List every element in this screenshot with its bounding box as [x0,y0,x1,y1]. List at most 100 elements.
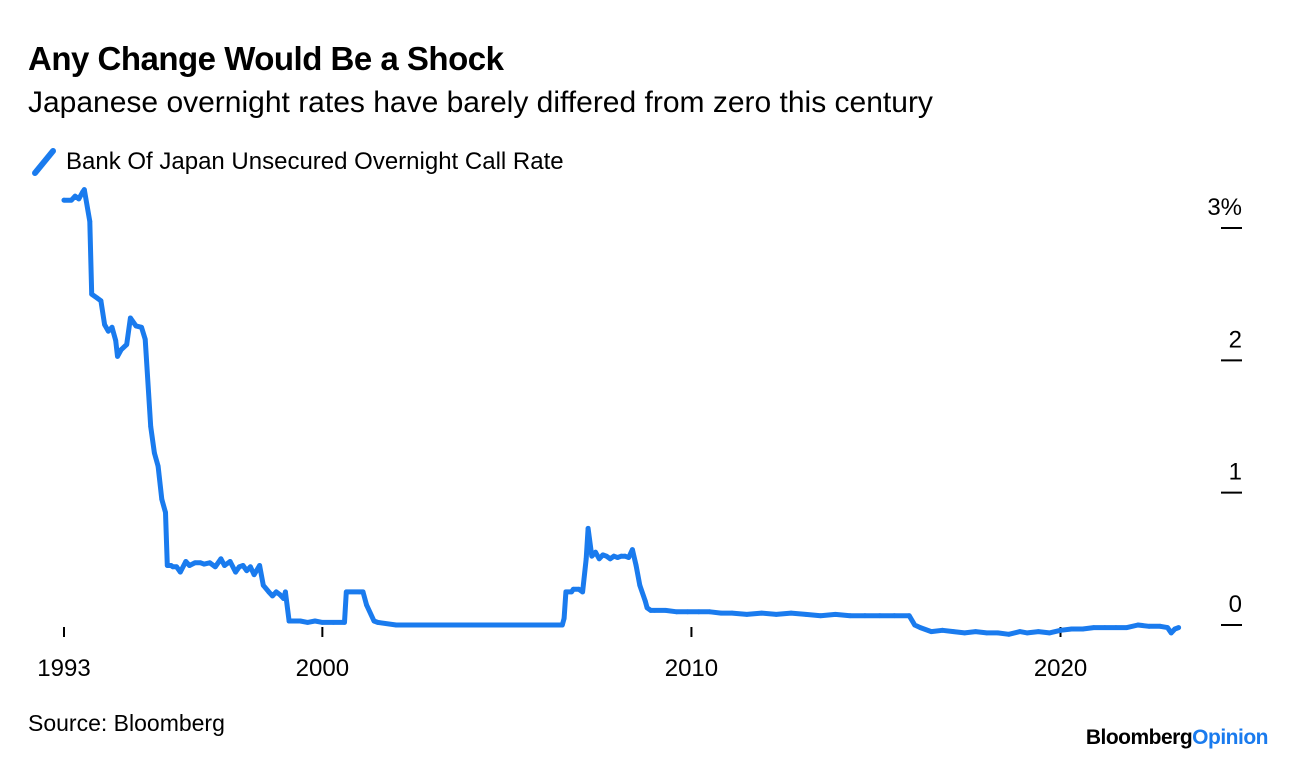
data-point [1168,630,1174,636]
data-point [589,553,595,559]
data-point [320,620,325,625]
data-point [622,553,628,559]
data-point [630,547,635,552]
data-point [152,450,157,456]
legend-line-icon [32,148,56,176]
chart-subtitle: Japanese overnight rates have barely dif… [28,86,933,119]
data-point [174,564,180,570]
data-point [995,630,1001,636]
y-axis: 3% 2 1 0 [1207,194,1242,626]
data-point [847,613,853,619]
data-point [1165,625,1170,630]
data-point [607,556,613,562]
data-point [118,347,124,353]
data-point [729,610,735,616]
data-point [105,328,111,334]
data-point [1036,629,1041,634]
data-point [260,582,266,588]
data-point [696,609,702,615]
data-point [576,586,582,592]
source-note: Source: Bloomberg [28,710,225,736]
data-point [803,612,809,617]
data-point [87,219,93,224]
data-point [1176,625,1181,630]
data-point [1135,622,1141,628]
data-point [236,564,242,570]
data-point [270,593,275,599]
chart-legend: Bank Of Japan Unsecured Overnight Call R… [30,146,564,178]
data-point [371,618,377,624]
data-point [1047,630,1052,636]
data-point [159,496,165,502]
data-point [342,620,347,625]
data-point [124,342,130,347]
data-point [674,609,680,615]
data-point [818,613,823,619]
data-point [233,569,239,575]
data-point [115,354,120,359]
x-tick-label: 1993 [37,655,90,682]
data-point [192,560,198,566]
data-point [240,563,246,568]
data-point [244,568,250,574]
data-point [277,592,283,597]
data-point [248,564,253,570]
data-point [297,618,303,624]
y-tick-label: 0 [1229,591,1242,618]
data-point [212,564,218,570]
data-point [962,630,967,636]
data-point [148,424,154,429]
data-point [541,622,547,628]
brand-secondary: Opinion [1192,726,1268,749]
data-point [139,324,144,330]
data-point [467,622,473,628]
data-point [892,613,897,619]
data-point [218,556,224,562]
data-point [312,618,318,624]
data-point [227,559,233,564]
data-point [109,324,115,330]
data-point [222,563,227,568]
data-point [1146,623,1152,629]
data-point [718,610,724,616]
data-point [593,549,598,555]
data-point [273,589,279,595]
data-point [648,608,654,613]
data-point [183,559,189,564]
data-point [585,526,591,531]
data-point [72,193,78,199]
data-point [283,589,288,595]
data-point [615,555,620,560]
data-point [133,323,139,329]
data-point [561,616,567,621]
data-point [906,613,912,619]
data-point [788,610,794,616]
data-point [155,463,161,469]
data-point [343,589,349,595]
x-tick-label: 2020 [1034,655,1087,682]
x-axis: 1993 2000 2010 2020 [37,627,1087,682]
data-point [290,618,296,624]
data-point [1006,631,1012,637]
series-points-0 [61,187,1181,637]
data-point [984,630,990,636]
data-point [69,197,74,203]
data-point [257,563,262,568]
data-point [559,622,565,628]
data-point [1102,625,1108,630]
data-point [633,563,639,568]
data-point [1017,629,1023,634]
data-point [744,612,750,617]
data-point [570,586,576,592]
data-point [360,589,366,595]
data-point [1172,626,1178,632]
data-point [1091,625,1097,630]
data-point [1080,626,1086,632]
data-point [81,187,87,193]
data-point [281,596,286,601]
data-point [305,620,310,625]
x-tick-label: 2010 [665,655,718,682]
data-point [862,613,868,619]
data-point [618,553,624,559]
brand-logo: BloombergOpinion [1086,726,1269,750]
